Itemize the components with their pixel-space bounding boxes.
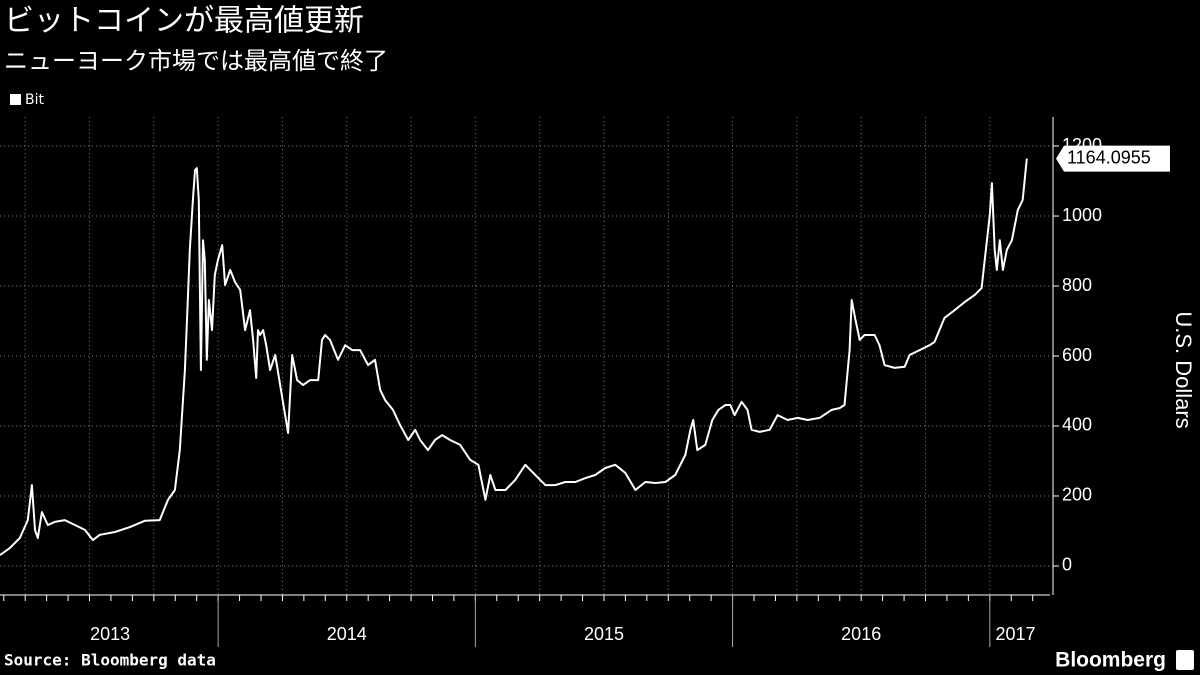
x-tick-label: 2016 (841, 624, 881, 644)
x-tick-label: 2013 (90, 624, 130, 644)
last-value-box (1056, 145, 1170, 172)
x-tick-label: 2015 (584, 624, 624, 644)
chart-title: ビットコインが最高値更新 (4, 4, 364, 39)
x-tick-label: 2017 (996, 624, 1036, 644)
last-value-label: 1164.0955 (1067, 147, 1151, 167)
brand: Bloomberg (1055, 649, 1166, 672)
y-tick-label: 800 (1062, 275, 1092, 295)
y-axis-label: U.S. Dollars (1171, 311, 1196, 428)
y-tick-label: 0 (1062, 555, 1072, 575)
y-tick-label: 200 (1062, 485, 1092, 505)
brand-logo (1176, 650, 1194, 670)
legend-swatch (10, 94, 21, 105)
chart-subtitle: ニューヨーク市場では最高値で終了 (4, 47, 388, 75)
x-tick-label: 2014 (327, 624, 367, 644)
line (0, 158, 1028, 556)
y-tick-label: 600 (1062, 345, 1092, 365)
source: Source: Bloomberg data (4, 651, 216, 670)
y-tick-label: 400 (1062, 415, 1092, 435)
legend-label: Bit (25, 92, 44, 108)
y-tick-label: 1000 (1062, 205, 1102, 225)
